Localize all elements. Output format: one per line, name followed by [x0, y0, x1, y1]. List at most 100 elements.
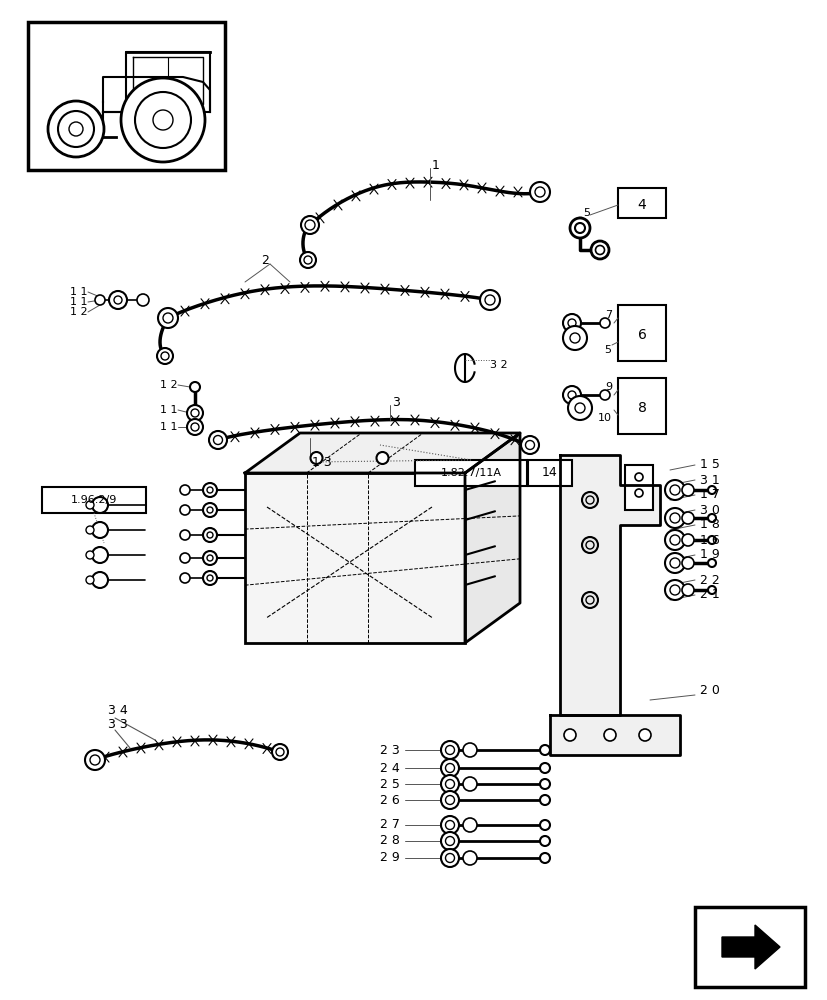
- Circle shape: [520, 436, 538, 454]
- Circle shape: [539, 745, 549, 755]
- Bar: [245, 473, 465, 643]
- Circle shape: [187, 405, 203, 421]
- Circle shape: [58, 111, 94, 147]
- Circle shape: [441, 759, 458, 777]
- Circle shape: [95, 295, 105, 305]
- Text: 1.82.7/11A: 1.82.7/11A: [440, 468, 501, 478]
- Text: 10: 10: [597, 413, 611, 423]
- Circle shape: [567, 391, 576, 399]
- Text: 2 2: 2 2: [699, 574, 719, 586]
- Text: 2: 2: [261, 253, 269, 266]
- Text: 1 1: 1 1: [70, 297, 88, 307]
- Circle shape: [136, 294, 149, 306]
- Circle shape: [707, 559, 715, 567]
- Circle shape: [213, 436, 222, 444]
- Circle shape: [539, 853, 549, 863]
- Text: 2 3: 2 3: [380, 743, 399, 756]
- Bar: [414, 460, 526, 486]
- Circle shape: [534, 187, 544, 197]
- Circle shape: [445, 780, 454, 788]
- Circle shape: [153, 110, 173, 130]
- Text: 2 0: 2 0: [699, 684, 719, 696]
- Circle shape: [158, 308, 178, 328]
- Circle shape: [664, 508, 684, 528]
- Circle shape: [191, 409, 198, 417]
- Circle shape: [187, 419, 203, 435]
- Circle shape: [539, 779, 549, 789]
- Text: 1 5: 1 5: [699, 458, 719, 472]
- Circle shape: [208, 431, 227, 449]
- Circle shape: [69, 122, 83, 136]
- Circle shape: [638, 729, 650, 741]
- Text: 14: 14: [542, 466, 557, 480]
- Circle shape: [441, 741, 458, 759]
- Circle shape: [445, 764, 454, 772]
- Circle shape: [207, 487, 213, 493]
- Text: 3 2: 3 2: [490, 360, 507, 370]
- Bar: [617, 305, 665, 361]
- Circle shape: [376, 452, 388, 464]
- Circle shape: [562, 326, 586, 350]
- Circle shape: [595, 245, 604, 254]
- Circle shape: [707, 514, 715, 522]
- Circle shape: [681, 557, 693, 569]
- Text: 1 3: 1 3: [312, 456, 332, 468]
- Circle shape: [445, 795, 454, 804]
- Circle shape: [681, 584, 693, 596]
- Text: 1: 1: [432, 159, 439, 172]
- Circle shape: [485, 295, 495, 305]
- Circle shape: [109, 291, 127, 309]
- Circle shape: [539, 763, 549, 773]
- Circle shape: [163, 313, 173, 323]
- Circle shape: [581, 537, 597, 553]
- Circle shape: [135, 92, 191, 148]
- Circle shape: [634, 473, 643, 481]
- Circle shape: [92, 572, 108, 588]
- Polygon shape: [549, 715, 679, 755]
- Circle shape: [574, 403, 585, 413]
- Circle shape: [600, 318, 609, 328]
- Text: 2 9: 2 9: [380, 851, 399, 864]
- Circle shape: [207, 555, 213, 561]
- Circle shape: [567, 396, 591, 420]
- Circle shape: [445, 745, 454, 754]
- Circle shape: [207, 575, 213, 581]
- Text: 5: 5: [603, 345, 610, 355]
- Text: 8: 8: [637, 401, 646, 415]
- Text: 3 0: 3 0: [699, 504, 719, 516]
- Circle shape: [441, 849, 458, 867]
- Circle shape: [574, 223, 585, 233]
- Text: 1 2: 1 2: [160, 380, 178, 390]
- Circle shape: [681, 534, 693, 546]
- Text: 2 5: 2 5: [380, 778, 399, 790]
- Text: 3 4: 3 4: [108, 704, 127, 716]
- Circle shape: [563, 729, 576, 741]
- Circle shape: [441, 775, 458, 793]
- Circle shape: [92, 497, 108, 513]
- Circle shape: [272, 744, 288, 760]
- Polygon shape: [465, 433, 519, 643]
- Circle shape: [114, 296, 122, 304]
- Circle shape: [203, 551, 217, 565]
- Bar: [694, 907, 804, 987]
- Polygon shape: [245, 433, 519, 473]
- Circle shape: [441, 791, 458, 809]
- Circle shape: [301, 216, 318, 234]
- Circle shape: [669, 585, 679, 595]
- Circle shape: [681, 484, 693, 496]
- Circle shape: [203, 483, 217, 497]
- Circle shape: [634, 489, 643, 497]
- Text: 7: 7: [605, 310, 611, 320]
- Circle shape: [203, 571, 217, 585]
- Bar: [617, 378, 665, 434]
- Circle shape: [157, 348, 173, 364]
- Text: 6: 6: [637, 328, 646, 342]
- Text: 4: 4: [637, 198, 646, 212]
- Text: 5: 5: [582, 208, 590, 218]
- Circle shape: [445, 820, 454, 829]
- Bar: [42, 487, 146, 513]
- Bar: [617, 188, 665, 218]
- Circle shape: [681, 512, 693, 524]
- Circle shape: [191, 423, 198, 431]
- Circle shape: [529, 182, 549, 202]
